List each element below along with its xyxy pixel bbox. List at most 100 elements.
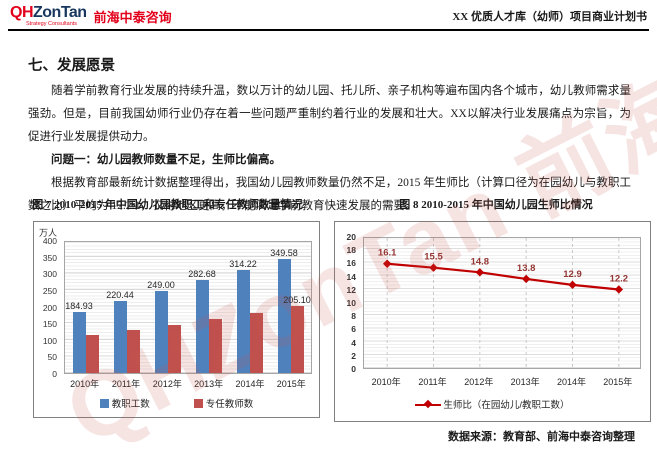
fig8-y-tick-label: 18: [346, 245, 356, 256]
section-title: 七、发展愿景: [28, 58, 115, 74]
bar-value-label: 220.44: [106, 289, 134, 300]
fig8-y-tick-label: 4: [351, 337, 356, 348]
header-divider: [8, 29, 649, 31]
fig7-x-tick-label: 2012年: [152, 379, 182, 389]
fig7-y-axis-unit: 万人: [39, 228, 58, 238]
fig8-legend-line-marker: [415, 400, 442, 409]
fig8-data-point-marker: [382, 259, 392, 268]
document-title: XX 优质人才库（幼师）项目商业计划书: [452, 11, 647, 23]
fig7-legend-item: 专任教师数: [193, 396, 254, 410]
fig8-x-tick-label: 2013年: [510, 377, 540, 387]
bar-group: 184.93: [65, 242, 106, 373]
fig7-y-tick-label: 50: [47, 352, 57, 363]
fig8-data-point-label: 12.9: [563, 269, 582, 280]
fig7-x-tick-label: 2014年: [235, 379, 265, 389]
fig7-y-tick-label: 100: [42, 335, 57, 346]
fig8-y-tick-label: 16: [346, 258, 356, 269]
fig8-data-point-label: 14.8: [471, 256, 490, 267]
bar-group: 282.68: [188, 242, 229, 373]
bar-value-label: 205.10: [283, 294, 311, 305]
fig8-y-tick-label: 6: [351, 324, 356, 335]
fig7-y-tick-label: 150: [42, 319, 57, 330]
fig8-legend: 生师比（在园幼儿/教职工数）: [335, 397, 650, 411]
logo-qh-text: QH: [10, 3, 34, 21]
bar-value-label: 184.93: [65, 301, 93, 312]
bar-group: 314.22: [229, 242, 270, 373]
paragraph-problem-statement: 问题一：幼儿园教师数量不足，生师比偏高。: [51, 154, 281, 166]
logo-text: QHZonTan: [10, 3, 87, 21]
figure-captions: 图 7 2010-2015 年中国幼儿园教职工和专任教师数量情况 图 8 201…: [0, 196, 657, 212]
fig8-legend-label: 生师比（在园幼儿/教职工数）: [443, 400, 570, 411]
bar-专任教师数: 205.10: [283, 295, 311, 373]
fig7-y-tick-label: 350: [42, 252, 57, 263]
bar-专任教师数: [167, 324, 181, 373]
fig8-x-tick-label: 2011年: [418, 377, 447, 387]
bar-教职工数: 249.00: [147, 280, 175, 373]
bar-group: 220.44: [106, 242, 147, 373]
fig8-y-tick-label: 8: [351, 311, 356, 322]
fig8-y-tick-label: 2: [351, 350, 356, 361]
fig7-plot-area: 184.93 220.44 249.00 282.68 314.22 349.58 205.…: [64, 241, 312, 374]
fig7-legend-label: 专任教师数: [205, 399, 254, 410]
fig7-x-tick-label: 2010年: [70, 379, 100, 389]
logo-zontan-text: ZonTan: [33, 3, 87, 21]
bar-教职工数: 282.68: [188, 269, 216, 373]
fig8-plot-area: 16.1 15.5 14.8 13.8 12.9 12.2: [363, 237, 641, 370]
bar-教职工数: 184.93: [65, 301, 93, 373]
fig8-data-point-label: 13.8: [517, 263, 536, 274]
bar-group: 349.58 205.10: [270, 242, 311, 373]
logo-tagline: Strategy Consultants: [26, 20, 78, 27]
fig8-y-axis: 20 18 16 14 12 10 8 6 4 2 0: [335, 232, 359, 374]
fig7-caption: 图 7 2010-2015 年中国幼儿园教职工和专任教师数量情况: [32, 199, 303, 211]
fig7-x-tick-label: 2011年: [111, 379, 141, 389]
fig7-chart: 万人 400 350 300 250 200 150 100 50 0 184.93 220.44…: [33, 221, 320, 418]
bar-专任教师数: [126, 329, 140, 373]
fig8-data-point-marker: [614, 285, 624, 294]
bar-value-label: 314.22: [229, 259, 257, 270]
fig7-legend-swatch: [99, 398, 109, 408]
fig8-y-tick-label: 20: [346, 232, 356, 242]
fig8-data-point-label: 16.1: [378, 248, 397, 259]
fig7-y-axis: 400 350 300 250 200 150 100 50 0: [34, 236, 60, 379]
fig7-x-tick-label: 2013年: [194, 379, 224, 389]
bar-group: 249.00: [147, 242, 188, 373]
bar-教职工数: 349.58: [270, 248, 298, 373]
fig8-y-tick-label: 12: [346, 284, 356, 295]
fig8-data-point-marker: [568, 280, 577, 290]
company-name: 前海中泰咨询: [93, 9, 172, 25]
logo-wordmark: QHZonTan Strategy Consultants: [10, 3, 87, 28]
bar-value-label: 349.58: [270, 247, 298, 258]
bar-教职工数: 220.44: [106, 290, 134, 373]
bar-教职工数: 314.22: [229, 259, 257, 373]
fig8-trend-line: [387, 262, 619, 291]
bar-专任教师数: [249, 312, 263, 373]
fig7-legend-label: 教职工数: [111, 399, 150, 410]
bar-value-label: 282.68: [188, 269, 216, 280]
fig8-data-point-label: 12.2: [610, 273, 629, 284]
fig7-legend-swatch: [193, 398, 203, 408]
fig8-data-point-marker: [429, 263, 438, 272]
fig7-y-tick-label: 250: [42, 285, 57, 296]
paragraph-statistics: 根据教育部最新统计数据整理得出，我国幼儿园教师数量仍然不足，2015 年生师比（…: [28, 177, 631, 212]
paragraph-intro: 随着学前教育行业发展的持续升温，数以万计的幼儿园、托儿所、亲子机构等遍布国内各个…: [28, 85, 631, 143]
fig8-y-tick-label: 10: [346, 298, 356, 308]
data-source-note: 数据来源：教育部、前海中泰咨询整理: [448, 431, 635, 443]
fig8-data-point-marker: [521, 274, 531, 284]
fig7-x-axis: 2010年 2011年 2012年 2013年 2014年 2015年: [64, 377, 312, 390]
fig8-x-tick-label: 2014年: [556, 377, 586, 387]
fig7-y-tick-label: 400: [42, 236, 57, 246]
fig8-y-tick-label: 14: [346, 271, 356, 282]
fig8-data-point-marker: [475, 268, 485, 277]
fig8-y-tick-label: 0: [351, 364, 356, 374]
fig8-x-axis: 2010年 2011年 2012年 2013年 2014年 2015年: [363, 375, 641, 388]
fig8-chart: 20 18 16 14 12 10 8 6 4 2 0 16.1 15.5 14.8 13.8 12.9 12…: [334, 221, 651, 422]
fig7-legend: 教职工数 专任教师数: [34, 396, 319, 410]
page-header: QHZonTan Strategy Consultants 前海中泰咨询 XX …: [10, 4, 647, 28]
fig8-caption: 图 8 2010-2015 年中国幼儿园生师比情况: [399, 199, 593, 211]
fig8-data-point-label: 15.5: [424, 252, 443, 263]
fig7-x-tick-label: 2015年: [276, 379, 306, 389]
fig7-legend-item: 教职工数: [99, 396, 150, 410]
fig7-y-tick-label: 0: [52, 369, 57, 379]
fig7-y-tick-label: 300: [42, 269, 57, 280]
